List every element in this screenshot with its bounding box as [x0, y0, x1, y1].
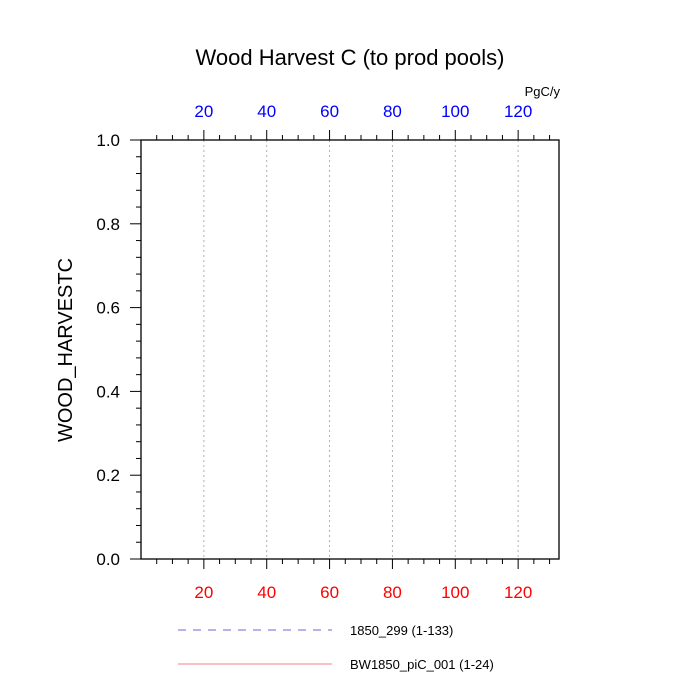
y-tick-label: 0.4 — [96, 382, 120, 401]
x-tick-label-top: 120 — [504, 102, 532, 121]
top-axis-unit-label: PgC/y — [525, 84, 561, 99]
legend-label-1: 1850_299 (1-133) — [350, 623, 453, 638]
x-tick-label-bottom: 100 — [441, 583, 469, 602]
chart-title: Wood Harvest C (to prod pools) — [196, 45, 505, 70]
x-tick-label-bottom: 120 — [504, 583, 532, 602]
plot-frame — [140, 139, 560, 560]
x-tick-label-bottom: 20 — [194, 583, 213, 602]
x-tick-label-bottom: 40 — [257, 583, 276, 602]
legend-label-2: BW1850_piC_001 (1-24) — [350, 657, 494, 672]
x-tick-label-top: 60 — [320, 102, 339, 121]
x-tick-label-bottom: 60 — [320, 583, 339, 602]
y-tick-label: 0.8 — [96, 215, 120, 234]
x-tick-label-bottom: 80 — [383, 583, 402, 602]
y-tick-label: 1.0 — [96, 131, 120, 150]
axes-layer: 20 40 60 80 100 120 20 40 60 80 100 120 0.0 0.2 0.4 0.6… — [96, 102, 560, 602]
y-tick-label: 0.6 — [96, 299, 120, 318]
y-axis-label: WOOD_HARVESTC — [55, 258, 77, 442]
x-tick-label-top: 80 — [383, 102, 402, 121]
y-tick-label: 0.0 — [96, 550, 120, 569]
x-tick-label-top: 100 — [441, 102, 469, 121]
x-tick-label-top: 20 — [194, 102, 213, 121]
legend: 1850_299 (1-133) BW1850_piC_001 (1-24) — [178, 623, 494, 672]
x-tick-label-top: 40 — [257, 102, 276, 121]
y-tick-label: 0.2 — [96, 466, 120, 485]
